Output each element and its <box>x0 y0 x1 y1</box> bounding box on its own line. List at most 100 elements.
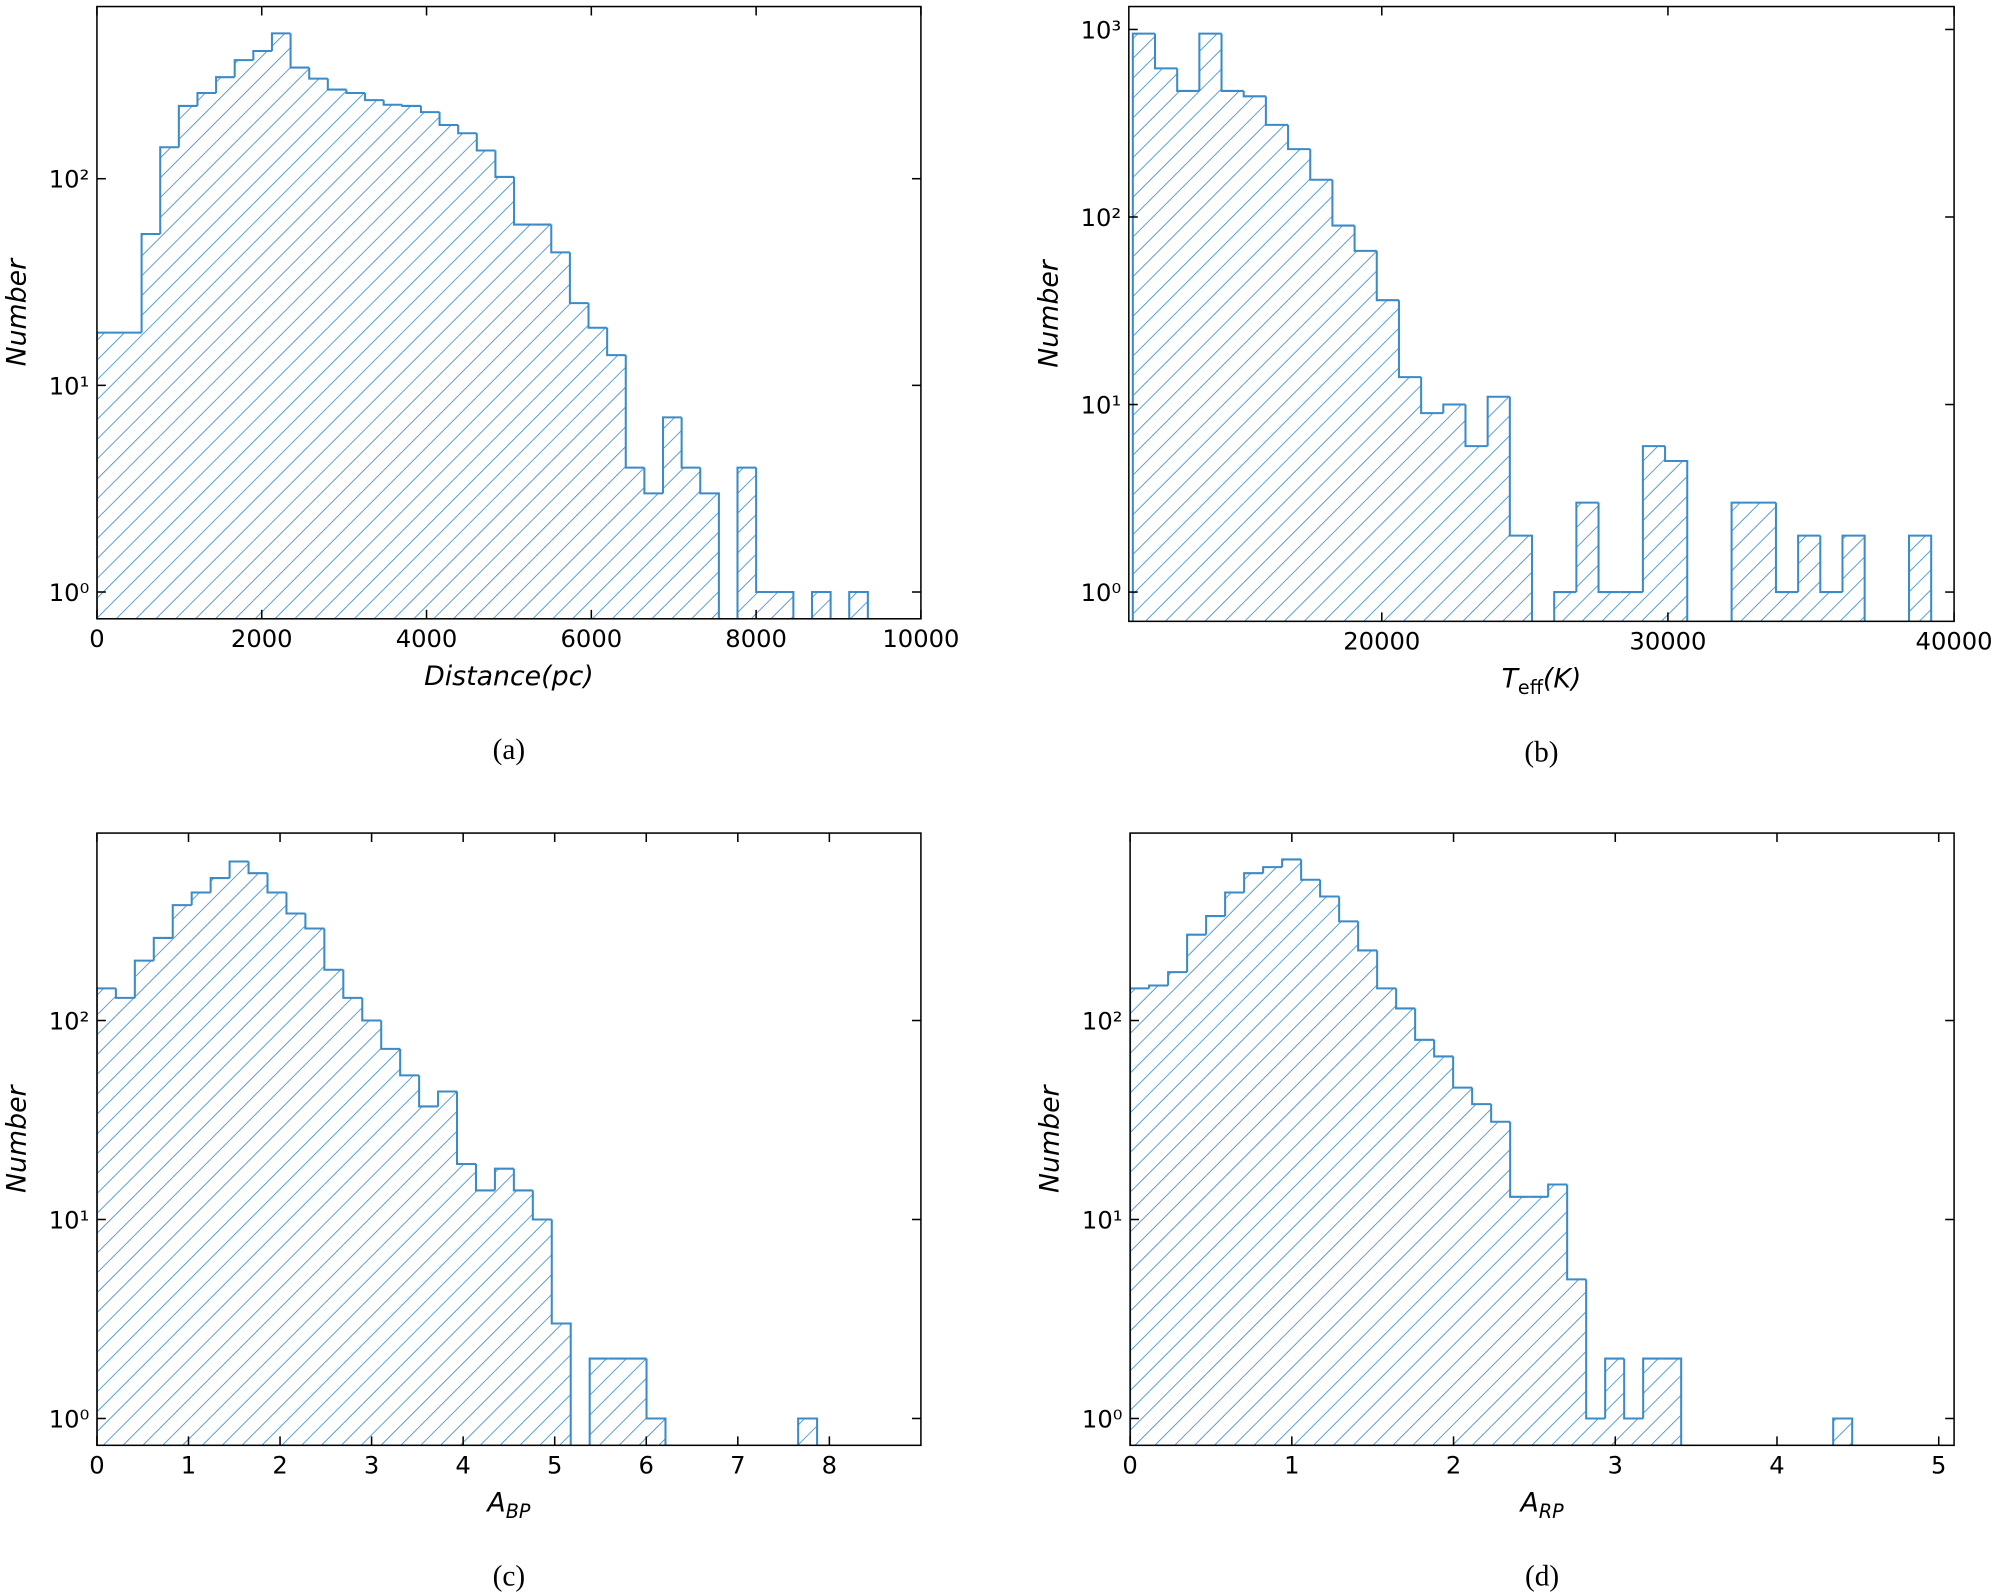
bar-outline <box>474 1164 495 1192</box>
bar <box>400 1075 420 1446</box>
bar <box>1642 446 1666 622</box>
bar <box>588 327 608 619</box>
bar <box>420 112 440 619</box>
bar-outline <box>233 59 254 78</box>
bar-outline <box>1553 591 1577 622</box>
bar <box>1177 90 1200 622</box>
bar-outline <box>1641 445 1666 593</box>
bar <box>153 937 173 1446</box>
x-tick-label: 20000 <box>1343 627 1420 655</box>
plot-area <box>96 32 869 619</box>
bar <box>1453 1087 1473 1446</box>
bar-outline <box>1464 404 1488 448</box>
bar <box>172 905 192 1446</box>
panel: 0 1 2 3 4 5 10⁰ 10¹ 10² ARP Number (d) <box>1035 832 1955 1593</box>
bar-outline <box>1224 891 1245 917</box>
bar-outline <box>419 105 440 114</box>
bar-outline <box>1433 1039 1454 1058</box>
bar <box>1320 896 1340 1446</box>
bar-outline <box>1131 32 1156 622</box>
bar <box>234 60 254 619</box>
bar <box>141 234 161 619</box>
bar <box>1472 1104 1492 1446</box>
bar <box>475 1190 495 1446</box>
bar-outline <box>323 928 344 971</box>
x-tick-label: 10000 <box>882 625 959 653</box>
x-tick-label: 30000 <box>1629 627 1706 655</box>
bar <box>625 467 645 619</box>
bar-outline <box>96 331 142 619</box>
bar-outline <box>1642 1357 1663 1419</box>
bar <box>253 50 272 619</box>
bar <box>476 150 496 619</box>
plot-area <box>1131 32 1933 622</box>
bar-outline <box>1597 502 1621 594</box>
x-tick-label: 3 <box>1608 1451 1623 1479</box>
y-tick-label: 10¹ <box>49 1206 90 1234</box>
bar <box>551 1323 571 1446</box>
bar <box>365 100 384 619</box>
bar <box>178 105 198 619</box>
bar <box>1225 892 1245 1446</box>
x-axis-label: ABP <box>485 1488 530 1523</box>
bar-outline <box>247 861 268 875</box>
bar <box>1753 502 1776 622</box>
bar-outline <box>1262 866 1283 874</box>
bar <box>343 997 363 1446</box>
bar-outline <box>1198 32 1222 91</box>
bar-outline <box>1414 1008 1435 1041</box>
bar-outline <box>1509 1121 1530 1198</box>
x-tick-label: 3 <box>364 1451 379 1479</box>
bar-outline <box>1490 1104 1511 1123</box>
bar <box>700 493 719 619</box>
x-tick-label: 6000 <box>561 625 623 653</box>
caption: (b) <box>1524 737 1558 769</box>
bar-outline <box>1907 534 1933 622</box>
bar <box>458 133 477 619</box>
x-tick-label: 1 <box>1284 1451 1299 1479</box>
x-tick-label: 1 <box>181 1451 196 1479</box>
bar <box>1624 1418 1644 1446</box>
plot-area <box>96 860 819 1446</box>
bar <box>811 592 831 619</box>
x-tick-label: 5 <box>1931 1451 1946 1479</box>
x-tick-label: 5 <box>547 1451 562 1479</box>
x-axis-label: Teff(K) <box>1502 664 1582 699</box>
bar <box>438 1091 458 1446</box>
bar <box>1586 1418 1606 1446</box>
bar-outline <box>455 1091 476 1166</box>
bar <box>1168 972 1188 1446</box>
y-tick-label: 10² <box>49 1007 90 1035</box>
bar <box>1288 149 1311 622</box>
y-axis-label: Number <box>1033 258 1064 368</box>
bar-outline <box>1623 1358 1644 1420</box>
y-tick-label: 10⁰ <box>49 1405 90 1433</box>
bar <box>324 969 344 1446</box>
y-tick-label: 10⁰ <box>1082 1405 1123 1433</box>
y-tick-label: 10⁰ <box>1081 579 1122 607</box>
bar <box>1421 413 1444 622</box>
x-tick-label: 40000 <box>1916 627 1993 655</box>
bar-outline <box>152 936 173 961</box>
bar <box>1155 68 1178 622</box>
bar-outline <box>1442 403 1466 414</box>
bar-outline <box>1730 501 1754 622</box>
bar <box>160 147 179 619</box>
bar <box>1775 592 1799 622</box>
bar-outline <box>308 67 328 80</box>
bar-outline <box>140 232 161 333</box>
bar-outline <box>177 104 198 148</box>
bar-outline <box>755 467 775 594</box>
bar-outline <box>1774 502 1799 594</box>
bar-outline <box>1242 90 1266 98</box>
bar <box>1662 1358 1682 1446</box>
bar <box>1377 988 1397 1446</box>
bar <box>589 1358 609 1446</box>
bar-outline <box>1420 377 1444 415</box>
bar <box>1149 985 1169 1446</box>
y-axis-label: Number <box>2 257 33 367</box>
bar-outline <box>342 969 363 999</box>
bar <box>1842 535 1865 622</box>
bar-outline <box>1309 149 1333 181</box>
bar <box>1396 1008 1416 1446</box>
